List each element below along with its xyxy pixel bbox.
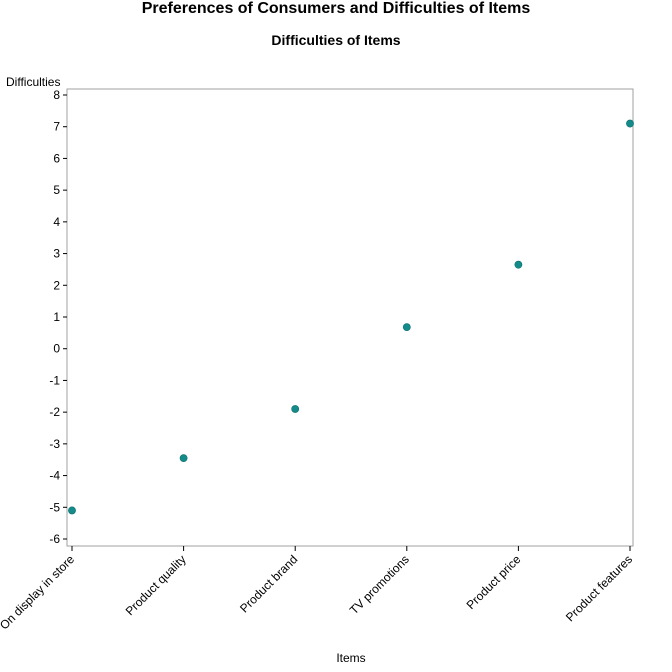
y-tick-label: 2 — [53, 278, 60, 292]
chart-title: Preferences of Consumers and Difficultie… — [141, 0, 531, 17]
y-tick-label: 3 — [53, 247, 60, 261]
y-tick-label: 7 — [53, 120, 60, 134]
data-point — [626, 119, 634, 128]
y-tick-label: 4 — [53, 215, 60, 229]
y-axis: -6 -5 -4 -3 -2 -1 0 1 2 3 4 5 6 7 8 — [49, 88, 67, 546]
y-tick-label: -3 — [49, 437, 60, 451]
y-tick-label: -1 — [49, 373, 60, 387]
y-tick-label: 6 — [53, 151, 60, 165]
data-point — [179, 454, 188, 463]
x-axis: On display in store Product quality Produc… — [0, 546, 635, 632]
y-axis-title: Difficulties — [6, 75, 60, 89]
x-tick-label: On display in store — [0, 552, 77, 632]
data-points — [68, 119, 634, 515]
y-tick-label: 0 — [53, 342, 60, 356]
y-tick-label: 1 — [53, 310, 60, 324]
y-tick-label: -5 — [49, 500, 60, 514]
x-axis-title: Items — [336, 651, 365, 665]
y-tick-label: -4 — [49, 469, 60, 483]
x-tick-label: Product quality — [123, 552, 189, 618]
data-point — [291, 405, 300, 413]
data-point — [514, 260, 523, 269]
x-tick-label: Product price — [464, 552, 524, 612]
plot-frame — [66, 88, 634, 547]
data-point — [402, 323, 411, 332]
x-tick-label: Product features — [563, 552, 635, 624]
y-tick-label: -2 — [49, 405, 60, 419]
chart-subtitle: Difficulties of Items — [271, 32, 401, 48]
y-tick-label: 8 — [53, 88, 60, 102]
y-tick-label: -6 — [49, 532, 60, 546]
y-tick-label: 5 — [53, 183, 60, 197]
data-point — [68, 506, 76, 515]
x-tick-label: Product brand — [237, 552, 300, 615]
x-tick-label: TV promotions — [347, 552, 412, 617]
